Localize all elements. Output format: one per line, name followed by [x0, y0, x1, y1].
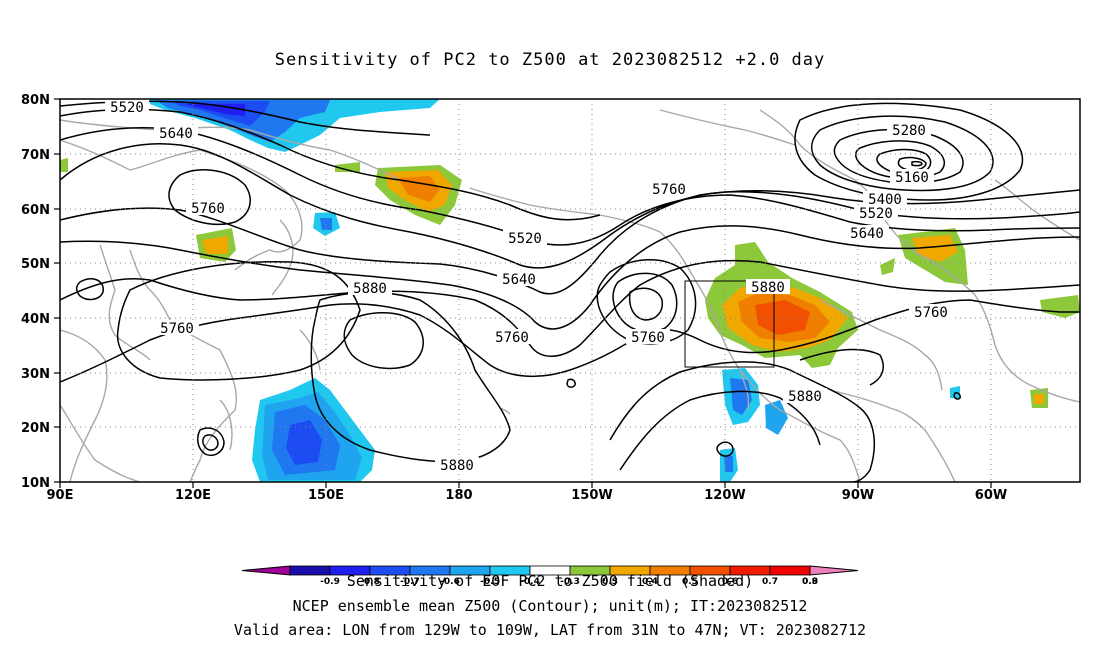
- lon-label: 150W: [571, 488, 612, 503]
- contour-label: 5160: [895, 170, 929, 186]
- lon-label: 90W: [842, 488, 874, 503]
- footer-line-1: Sensitivity of EOF PC2 to Z500 field (Sh…: [346, 572, 754, 590]
- contour-label: 5760: [914, 305, 948, 321]
- contour-label: 5880: [788, 389, 822, 405]
- contour-label: 5760: [495, 330, 529, 346]
- contour-label: 5760: [191, 201, 225, 217]
- lat-label: 70N: [21, 148, 50, 163]
- contour-label: 5400: [868, 192, 902, 208]
- lat-label: 60N: [21, 203, 50, 218]
- lat-label: 80N: [21, 93, 50, 108]
- contour-label: 5640: [159, 126, 193, 142]
- footer-line-3: Valid area: LON from 129W to 109W, LAT f…: [233, 621, 867, 639]
- latitude-labels: 80N 70N 60N 50N 40N 30N 20N 10N: [21, 93, 50, 491]
- contour-labels: 5520 5640 5760 5520 5640 5760 5880 5760 …: [105, 99, 953, 474]
- contour-label: 5880: [751, 280, 785, 296]
- contour-label: 5520: [110, 100, 144, 116]
- contour-label: 5880: [353, 281, 387, 297]
- colorbar-tick-label: -0.7: [400, 577, 420, 587]
- lon-label: 120W: [704, 488, 745, 503]
- colorbar-tick-label: -0.4: [520, 577, 540, 587]
- lon-label: 180: [445, 488, 472, 503]
- lat-label: 20N: [21, 421, 50, 436]
- contour-label: 5520: [508, 231, 542, 247]
- footer-line-2: NCEP ensemble mean Z500 (Contour); unit(…: [292, 597, 808, 615]
- contour-label: 5760: [160, 321, 194, 337]
- contour-label: 5760: [652, 182, 686, 198]
- contour-label: 5640: [502, 272, 536, 288]
- lat-label: 10N: [21, 476, 50, 491]
- colorbar-tick-label: -0.5: [480, 577, 500, 587]
- lon-label: 150E: [308, 488, 344, 503]
- colorbar: -0.9 -0.8 -0.7 -0.6 -0.5 -0.4 -0.3 0.3 0.4 0.5 0.6…: [241, 565, 859, 587]
- lon-label: 120E: [175, 488, 211, 503]
- negative-sensitivity-shading: [150, 99, 960, 482]
- colorbar-tick-label: 0.6: [722, 577, 738, 587]
- contour-label: 5640: [850, 226, 884, 242]
- colorbar-tick-label: 0.4: [642, 577, 658, 587]
- valid-area-box: [684, 280, 775, 368]
- colorbar-tick-label: -0.9: [320, 577, 340, 587]
- colorbar-tick-label: 0.9: [802, 577, 818, 587]
- contour-label: 5520: [859, 206, 893, 222]
- contour-label: 5280: [892, 123, 926, 139]
- z500-contours: [60, 100, 1080, 482]
- lon-label: 60W: [975, 488, 1007, 503]
- colorbar-tick-label: -0.6: [440, 577, 460, 587]
- colorbar-tick-label: -0.3: [560, 577, 580, 587]
- colorbar-tick-label: 0.5: [682, 577, 698, 587]
- lon-label: 90E: [47, 488, 74, 503]
- lat-label: 50N: [21, 257, 50, 272]
- plot-frame: [59, 98, 1081, 483]
- colorbar-tick-label: 0.8: [802, 577, 818, 587]
- colorbar-tick-label: 0.7: [762, 577, 778, 587]
- contour-label: 5880: [440, 458, 474, 474]
- colorbar-max-arrow: [809, 565, 859, 576]
- colorbar-tick-label: 0.3: [602, 577, 618, 587]
- contour-label: 5760: [631, 330, 665, 346]
- lat-label: 30N: [21, 367, 50, 382]
- longitude-labels: 90E 120E 150E 180 150W 120W 90W 60W: [47, 488, 1008, 503]
- tick-marks: [54, 98, 992, 488]
- map-title: Sensitivity of PC2 to Z500 at 2023082512…: [274, 50, 826, 70]
- colorbar-tick-label: -0.8: [360, 577, 380, 587]
- lat-label: 40N: [21, 312, 50, 327]
